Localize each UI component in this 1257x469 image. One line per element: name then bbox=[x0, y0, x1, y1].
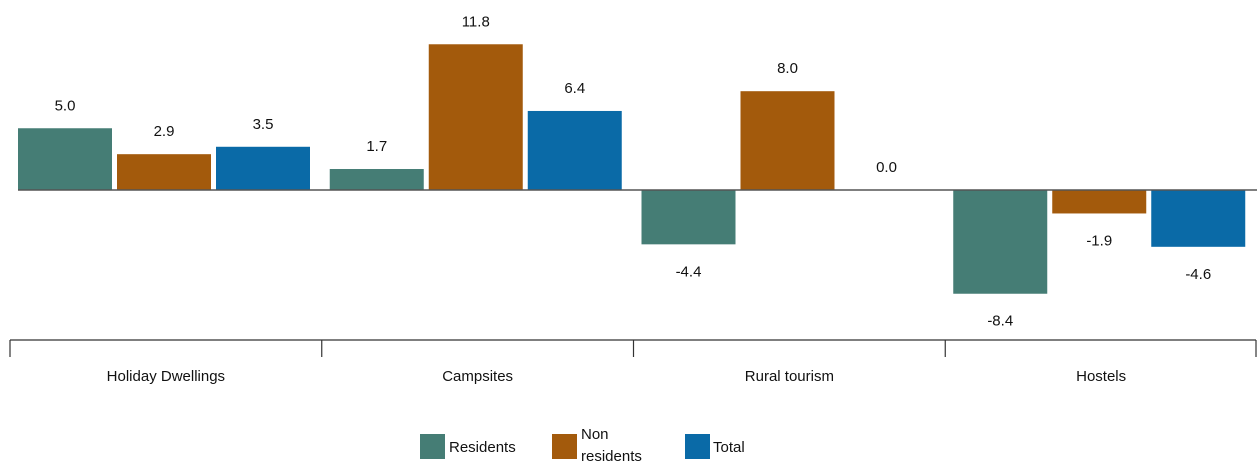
data-label: -4.6 bbox=[1185, 266, 1211, 283]
legend-swatch-total bbox=[685, 434, 710, 459]
data-label: 0.0 bbox=[876, 159, 897, 176]
legend-swatch-residents bbox=[420, 434, 445, 459]
bar-total-hostels bbox=[1151, 190, 1246, 247]
category-label: Holiday Dwellings bbox=[107, 368, 225, 385]
bar-total-holiday-dwellings bbox=[216, 146, 310, 190]
bar-non-residents-hostels bbox=[1052, 190, 1147, 214]
data-label: 11.8 bbox=[462, 13, 490, 30]
bar-residents-hostels bbox=[953, 190, 1048, 294]
legend-label-total: Total bbox=[713, 439, 745, 456]
bar-residents-rural-tourism bbox=[641, 190, 736, 245]
legend: Residents Non residents Total bbox=[420, 426, 745, 465]
bars-layer bbox=[18, 44, 1246, 294]
bar-non-residents-holiday-dwellings bbox=[117, 154, 211, 190]
bar-non-residents-rural-tourism bbox=[740, 91, 835, 190]
category-axis: Holiday Dwellings Campsites Rural tourism H… bbox=[9, 339, 1257, 385]
category-label: Rural tourism bbox=[745, 368, 834, 385]
data-label: 1.7 bbox=[366, 138, 387, 155]
data-label: 5.0 bbox=[55, 97, 76, 114]
data-label: 3.5 bbox=[253, 116, 274, 133]
bar-non-residents-campsites bbox=[428, 44, 523, 190]
legend-label-non-residents: Non residents bbox=[581, 426, 642, 465]
data-label: 2.9 bbox=[154, 123, 175, 140]
bar-total-campsites bbox=[527, 110, 622, 190]
data-labels-layer: 5.0 2.9 3.5 1.7 11.8 6.4 -4.4 8.0 0.0 -8.4 -1.9 -4.… bbox=[55, 13, 1212, 329]
legend-label-residents: Residents bbox=[449, 439, 516, 456]
data-label: 8.0 bbox=[777, 60, 798, 77]
data-label: -1.9 bbox=[1086, 232, 1112, 249]
data-label: -4.4 bbox=[676, 263, 702, 280]
data-label: 6.4 bbox=[564, 80, 585, 97]
category-label: Campsites bbox=[442, 368, 513, 385]
category-label: Hostels bbox=[1076, 368, 1126, 385]
legend-swatch-non-residents bbox=[552, 434, 577, 459]
data-label: -8.4 bbox=[987, 313, 1013, 330]
bar-residents-campsites bbox=[329, 169, 424, 190]
bar-residents-holiday-dwellings bbox=[18, 128, 112, 190]
